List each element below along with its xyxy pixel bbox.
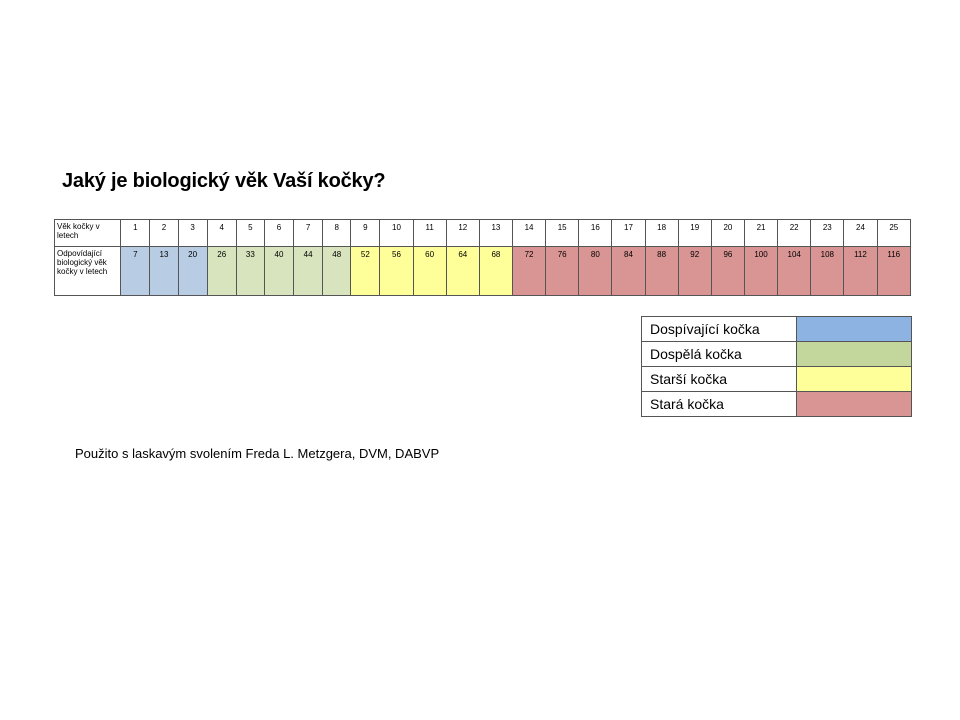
biological-age-cell: 80	[578, 246, 613, 296]
biological-age-cell: 48	[322, 246, 352, 296]
cat-age-row-label: Věk kočky v letech	[53, 219, 122, 247]
cat-age-cell: 4	[206, 219, 237, 247]
legend-color-swatch	[796, 316, 912, 342]
biological-age-cell: 108	[810, 246, 845, 296]
biological-age-cell: 68	[478, 246, 513, 296]
legend-table: Dospívající kočka Dospělá kočka Starší koč…	[641, 316, 912, 417]
cat-age-row: Věk kočky v letech 1 2 3 4 5 6 7 8 9 10 11 12 13 14 15…	[53, 219, 912, 247]
page-title: Jaký je biologický věk Vaší kočky?	[62, 170, 386, 192]
cat-age-cell: 14	[511, 219, 547, 247]
legend-row: Dospělá kočka	[641, 341, 912, 367]
cat-age-cell: 22	[777, 219, 812, 247]
legend-label: Starší kočka	[641, 366, 797, 392]
biological-age-cell: 52	[350, 246, 381, 296]
cat-age-cell: 6	[263, 219, 295, 247]
legend-label: Dospělá kočka	[641, 341, 797, 367]
cat-age-cell: 15	[545, 219, 580, 247]
biological-age-cell: 116	[876, 246, 912, 296]
biological-age-cell: 100	[743, 246, 779, 296]
cat-age-cell: 2	[149, 219, 179, 247]
biological-age-cell: 44	[293, 246, 324, 296]
cat-age-cell: 18	[644, 219, 679, 247]
legend-color-swatch	[796, 341, 912, 367]
biological-age-cell: 33	[235, 246, 265, 296]
cat-age-cell: 9	[350, 219, 381, 247]
biological-age-cell: 92	[677, 246, 712, 296]
cat-age-cell: 11	[412, 219, 447, 247]
biological-age-cell: 20	[177, 246, 208, 296]
cat-age-cell: 5	[235, 219, 265, 247]
cat-age-table: Věk kočky v letech 1 2 3 4 5 6 7 8 9 10 11 12 13 14 15…	[53, 219, 912, 296]
biological-age-cell: 26	[206, 246, 237, 296]
cat-age-cell: 21	[743, 219, 779, 247]
biological-age-cell: 104	[777, 246, 812, 296]
biological-age-cell: 13	[149, 246, 179, 296]
cat-age-cell: 25	[876, 219, 912, 247]
legend-color-swatch	[796, 391, 912, 417]
cat-age-cell: 16	[578, 219, 613, 247]
cat-age-cell: 23	[810, 219, 845, 247]
biological-age-row-label: Odpovídající biologický věk kočky v lete…	[53, 246, 122, 296]
biological-age-row: Odpovídající biologický věk kočky v lete…	[53, 246, 912, 296]
legend-label: Dospívající kočka	[641, 316, 797, 342]
legend-row: Starší kočka	[641, 366, 912, 392]
biological-age-cell: 72	[511, 246, 547, 296]
legend-label: Stará kočka	[641, 391, 797, 417]
legend-row: Stará kočka	[641, 391, 912, 417]
biological-age-cell: 88	[644, 246, 679, 296]
biological-age-cell: 64	[445, 246, 480, 296]
biological-age-cell: 56	[379, 246, 414, 296]
cat-age-cell: 3	[177, 219, 208, 247]
biological-age-cell: 96	[710, 246, 745, 296]
credit-note: Použito s laskavým svolením Freda L. Met…	[75, 446, 440, 461]
cat-age-cell: 1	[120, 219, 151, 247]
biological-age-cell: 76	[545, 246, 580, 296]
cat-age-cell: 17	[611, 219, 646, 247]
cat-age-cell: 19	[677, 219, 712, 247]
biological-age-cell: 40	[263, 246, 295, 296]
biological-age-cell: 112	[843, 246, 878, 296]
cat-age-cell: 20	[710, 219, 745, 247]
cat-age-cell: 24	[843, 219, 878, 247]
legend-row: Dospívající kočka	[641, 316, 912, 342]
biological-age-cell: 84	[611, 246, 646, 296]
biological-age-cell: 7	[120, 246, 151, 296]
cat-age-cell: 12	[445, 219, 480, 247]
cat-age-cell: 8	[322, 219, 352, 247]
cat-age-cell: 13	[478, 219, 513, 247]
legend-color-swatch	[796, 366, 912, 392]
biological-age-cell: 60	[412, 246, 447, 296]
cat-age-cell: 10	[379, 219, 414, 247]
cat-age-cell: 7	[293, 219, 324, 247]
